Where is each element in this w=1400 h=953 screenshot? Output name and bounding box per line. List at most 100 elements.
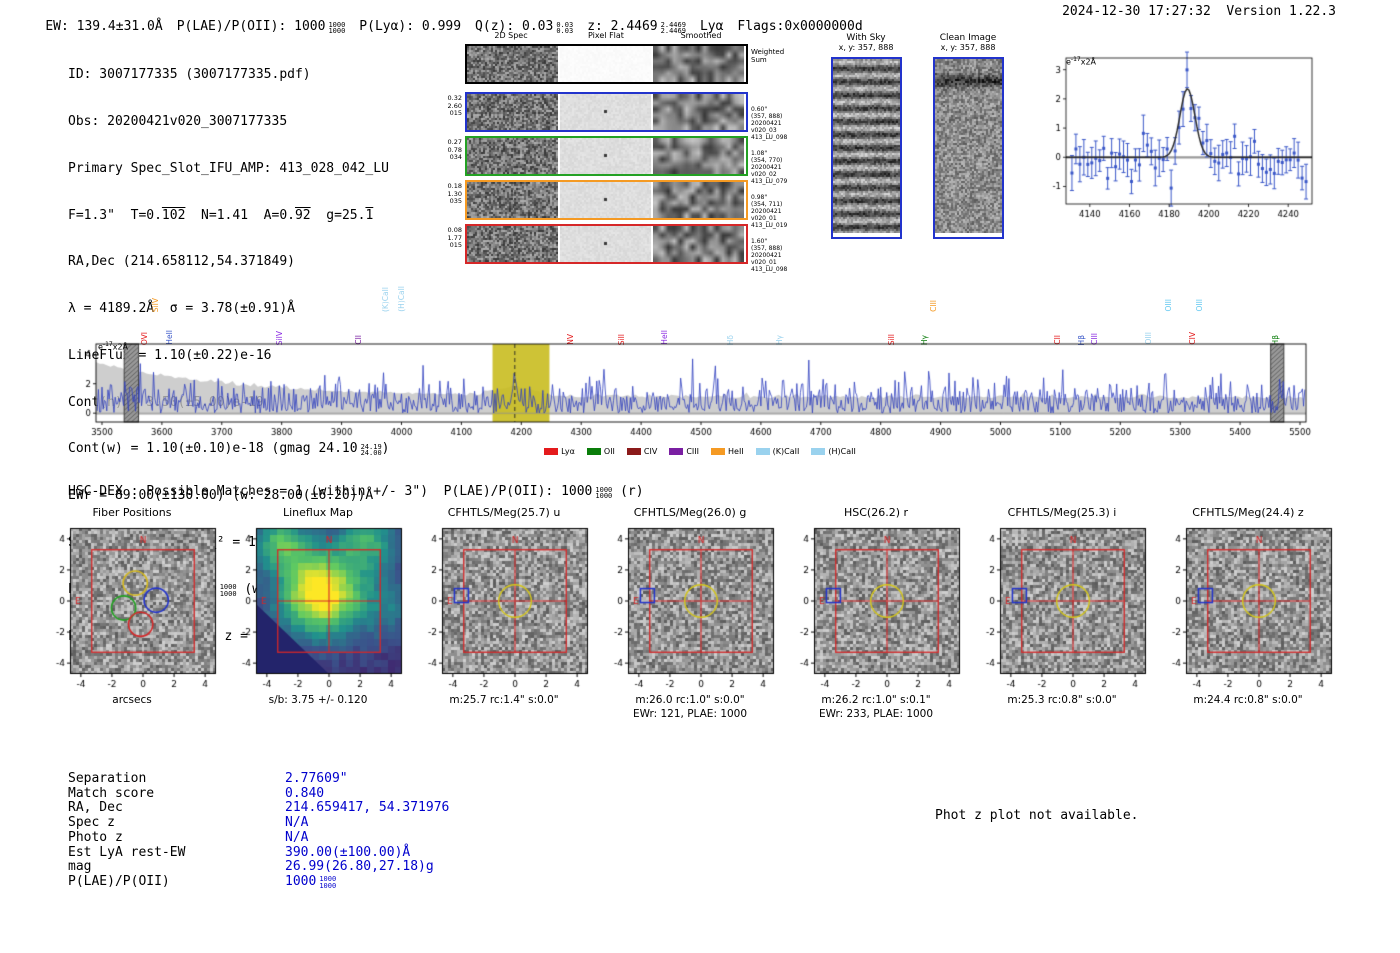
fiber-annotation: 0.98" (354, 711) 20200421 v020_01 413_LU_019 (751, 194, 788, 229)
qz-value: Q(z): 0.03 0.03 0.03 (475, 19, 574, 35)
table-row: RA, Dec 214.659417, 54.371976 (68, 800, 450, 816)
spec2d-image (467, 182, 558, 218)
timestamp-version: 2024-12-30 17:27:32 Version 1.22.3 (1062, 4, 1336, 19)
cutout-title-z: CFHTLS/Meg(24.4) z (1192, 506, 1304, 519)
table-row: Photo z N/A (68, 829, 309, 845)
legend-item: CIII (669, 447, 699, 456)
cutout-i-band (972, 522, 1152, 692)
pixel-flat-image (560, 46, 651, 82)
pixel-flat-image (560, 182, 651, 218)
spec2d-fiber-row (465, 92, 748, 132)
cutout-u-band (414, 522, 594, 692)
fiber-weights: 0.08 1.77 015 (447, 226, 462, 249)
cutout-fiber-positions (42, 522, 222, 692)
info-line-id: ID: 3007177335 (3007177335.pdf) (68, 67, 311, 83)
emission-line-label: OIII (1164, 299, 1174, 312)
header-summary: EW: 139.4±31.0Å P(LAE)/P(OII): 1000 1000 10… (14, 4, 877, 50)
cutout-r-band (786, 522, 966, 692)
info-line-primary: Primary Spec_Slot_IFU_AMP: 413_028_042_L… (68, 160, 389, 176)
spectrum-legend: Lyα OII CIV CIII HeII (K)CaII (H)CaII (0, 447, 1400, 456)
with-sky-header: With Sky x, y: 357, 888 (838, 33, 894, 52)
fiber-annotation: 1.60" (357, 888) 20200421 v020_01 413_LU_098 (751, 238, 788, 273)
legend-item: CIV (626, 447, 657, 456)
smoothed-image (653, 46, 744, 82)
info-line-obs: Obs: 20200421v020_3007177335 (68, 113, 288, 129)
spec2d-fiber-row (465, 180, 748, 220)
clean-image (935, 59, 1002, 233)
cutout-caption-i: m:25.3 rc:0.8" s:0.0" (1007, 694, 1117, 706)
cutout-caption-g: m:26.0 rc:1.0" s:0.0" (635, 694, 745, 706)
line-classification: Lyα (699, 19, 724, 34)
legend-item: (H)CaII (811, 447, 856, 456)
pixel-flat-image (560, 138, 651, 174)
photz-note: Phot z plot not available. (935, 808, 1139, 823)
legend-item: (K)CaII (755, 447, 799, 456)
catalog-match-summary: HSC-DEX : Possible Matches = 1 (within +… (68, 484, 644, 500)
cutout-z-band (1158, 522, 1338, 692)
fiber-weights: 0.18 1.30 035 (447, 182, 462, 205)
flux-unit-label: e-17x2Å (98, 341, 129, 352)
spec2d-fiber-row (465, 136, 748, 176)
table-row: Est LyA rest-EW 390.00(±100.00)Å (68, 844, 411, 860)
fiber-weights: 0.32 2.60 015 (447, 94, 462, 117)
full-spectrum-chart (72, 336, 1316, 446)
table-row: Match score 0.840 (68, 785, 325, 801)
table-row: Separation 2.77609" (68, 771, 348, 786)
emission-line-label: OIII (1195, 299, 1205, 312)
emission-line-label: SiIV (150, 297, 160, 312)
plae-poii-value: P(LAE)/P(OII): 1000 1000 1000 (176, 19, 346, 35)
clean-image-header: Clean Image x, y: 357, 888 (939, 33, 997, 52)
cutout-lineflux-map (228, 522, 408, 692)
weighted-sum-label: Weighted Sum (751, 48, 785, 64)
cutout-g-band (600, 522, 780, 692)
info-line-lambda: λ = 4189.2Å σ = 3.78(±0.91)Å (68, 301, 295, 317)
cutout-title-g: CFHTLS/Meg(26.0) g (633, 506, 747, 519)
legend-item: OII (586, 447, 615, 456)
line-fit-chart (1036, 48, 1320, 234)
legend-swatch (811, 448, 826, 455)
spec2d-image (467, 226, 558, 262)
legend-item: HeII (711, 447, 744, 456)
spec2d-fiber-row (465, 224, 748, 264)
redshift-value: z: 2.4469 2.4469 2.4469 (587, 19, 686, 35)
spec2d-weighted-row (465, 44, 748, 84)
fiber-annotation: 1.08" (354, 770) 20200421 v020_02 413_LU_079 (751, 150, 788, 185)
cutout-title-fibers: Fiber Positions (92, 506, 172, 519)
pixel-flat-image (560, 226, 651, 262)
ew-value: EW: 139.4±31.0Å (45, 19, 163, 34)
flux-unit-label: e-17x2Å (1066, 56, 1097, 67)
cutout-caption-z: m:24.4 rc:0.8" s:0.0" (1193, 694, 1303, 706)
legend-swatch (669, 448, 684, 455)
table-row: P(LAE)/P(OII) 1000 1000 1000 (68, 873, 337, 890)
fiber-annotation: 0.60" (357, 888) 20200421 v020_03 413_LU_098 (751, 106, 788, 141)
clean-image-frame (933, 57, 1004, 239)
cutout-caption-r: m:26.2 rc:1.0" s:0.1" (821, 694, 931, 706)
cutout-title-i: CFHTLS/Meg(25.3) i (1007, 506, 1117, 519)
spec2d-image (467, 94, 558, 130)
legend-swatch (755, 448, 770, 455)
plae-hi-lo: 1000 1000 (328, 20, 346, 35)
spec2d-image (467, 46, 558, 82)
cutout-title-u: CFHTLS/Meg(25.7) u (447, 506, 561, 519)
legend-item: Lyα (544, 447, 575, 456)
plya-value: P(Lyα): 0.999 (359, 19, 462, 34)
emission-line-label: CIII (928, 300, 938, 312)
cutout-caption-u: m:25.7 rc:1.4" s:0.0" (449, 694, 559, 706)
col-title-pixelflat: Pixel Flat (588, 31, 624, 40)
emission-line-label: (H)CaII (397, 286, 407, 312)
cutout-title-lineflux: Lineflux Map (282, 506, 354, 519)
emission-line-label: (K)CaII (380, 286, 390, 312)
with-sky-image (833, 59, 900, 233)
col-title-2dspec: 2D Spec (494, 31, 528, 40)
cutout-caption-fibers: arcsecs (112, 694, 152, 706)
smoothed-image (653, 182, 744, 218)
legend-swatch (626, 448, 641, 455)
cutout-ewr-r: EWr: 233, PLAE: 1000 (818, 708, 934, 720)
smoothed-image (653, 138, 744, 174)
cutout-title-r: HSC(26.2) r (843, 506, 909, 519)
info-line-seeing: F=1.3" T=0.102 N=1.41 A=0.92 g=25.1 (68, 207, 374, 223)
flags-value: Flags:0x0000000d (737, 19, 863, 34)
pixel-flat-image (560, 94, 651, 130)
smoothed-image (653, 226, 744, 262)
